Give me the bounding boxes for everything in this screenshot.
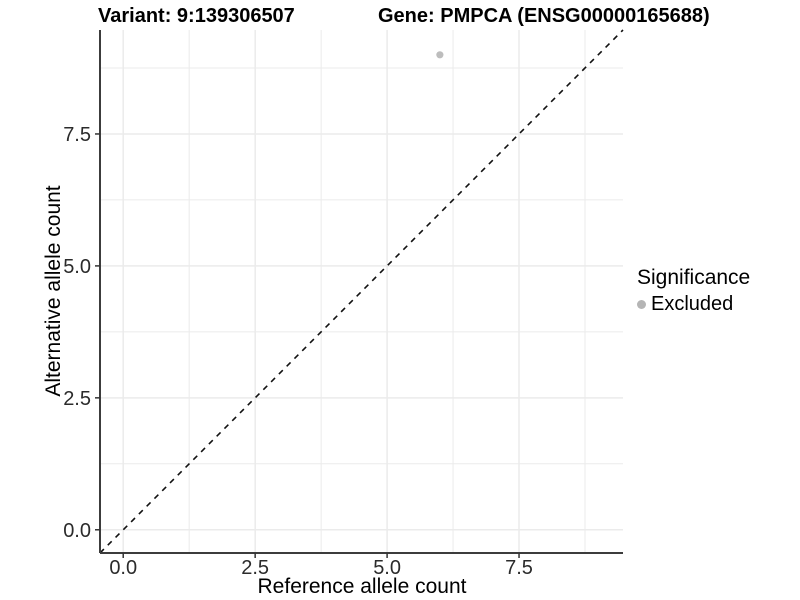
y-tick-label: 5.0 xyxy=(63,256,91,278)
plot-title-gene: Gene: PMPCA (ENSG00000165688) xyxy=(378,5,710,27)
y-tick-label: 2.5 xyxy=(63,388,91,410)
x-tick-label: 0.0 xyxy=(109,557,137,579)
legend: Significance Excluded xyxy=(637,266,750,316)
y-axis-title: Alternative allele count xyxy=(42,185,65,397)
legend-title: Significance xyxy=(637,266,751,289)
x-tick-label: 5.0 xyxy=(373,557,401,579)
y-tick-label: 0.0 xyxy=(63,520,91,542)
identity-reference-line xyxy=(99,29,624,554)
legend-item-excluded: Excluded xyxy=(637,293,750,316)
data-point-excluded xyxy=(436,51,444,59)
x-tick-label: 7.5 xyxy=(505,557,533,579)
legend-point-icon xyxy=(637,300,646,309)
x-axis-title: Reference allele count xyxy=(257,575,467,598)
legend-item-label: Excluded xyxy=(651,293,734,315)
y-tick-label: 7.5 xyxy=(63,124,91,146)
x-tick-label: 2.5 xyxy=(241,557,269,579)
plot-title-variant: Variant: 9:139306507 xyxy=(98,5,295,27)
